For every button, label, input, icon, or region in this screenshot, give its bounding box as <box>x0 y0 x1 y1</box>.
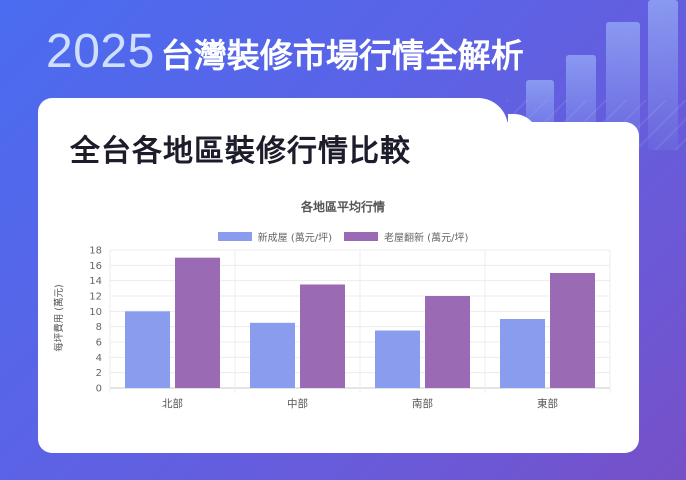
hero-title: 台灣裝修市場行情全解析 <box>160 36 524 75</box>
legend-swatch <box>217 232 252 241</box>
bar-old-renovation <box>425 296 470 388</box>
legend-swatch <box>344 232 378 241</box>
bar-old-renovation <box>550 273 595 388</box>
y-tick-label: 0 <box>96 384 102 395</box>
x-tick-label: 中部 <box>287 397 308 410</box>
legend-item-new-house[interactable]: 新成屋 (萬元/坪) <box>217 229 332 244</box>
y-tick-label: 10 <box>89 307 102 318</box>
bar-old-renovation <box>175 257 220 388</box>
y-tick-label: 6 <box>96 338 102 349</box>
y-tick-label: 2 <box>96 368 102 379</box>
y-tick-label: 18 <box>89 246 102 257</box>
y-tick-label: 16 <box>89 261 102 272</box>
y-tick-label: 14 <box>89 276 102 287</box>
chart-legend: 新成屋 (萬元/坪) 老屋翻新 (萬元/坪) <box>0 229 686 244</box>
x-tick-label: 東部 <box>537 397 558 410</box>
bar-new-house <box>500 319 545 388</box>
hero-heading: 2025 台灣裝修市場行情全解析 <box>46 28 524 76</box>
decorative-3d-bars <box>506 0 686 150</box>
legend-item-old-renovation[interactable]: 老屋翻新 (萬元/坪) <box>344 229 468 244</box>
bar-new-house <box>375 330 420 388</box>
y-tick-label: 12 <box>89 292 102 303</box>
x-tick-label: 北部 <box>162 397 183 410</box>
bar-new-house <box>250 322 295 388</box>
x-tick-label: 南部 <box>412 397 433 410</box>
legend-label: 老屋翻新 (萬元/坪) <box>384 233 469 244</box>
hero-year: 2025 <box>46 25 155 78</box>
bar-old-renovation <box>300 284 345 388</box>
bar-new-house <box>125 311 170 388</box>
y-tick-label: 4 <box>96 353 102 364</box>
section-title: 全台各地區裝修行情比較 <box>70 134 411 169</box>
y-tick-label: 8 <box>96 322 102 333</box>
chart-title: 各地區平均行情 <box>300 200 385 214</box>
legend-label: 新成屋 (萬元/坪) <box>257 233 332 244</box>
